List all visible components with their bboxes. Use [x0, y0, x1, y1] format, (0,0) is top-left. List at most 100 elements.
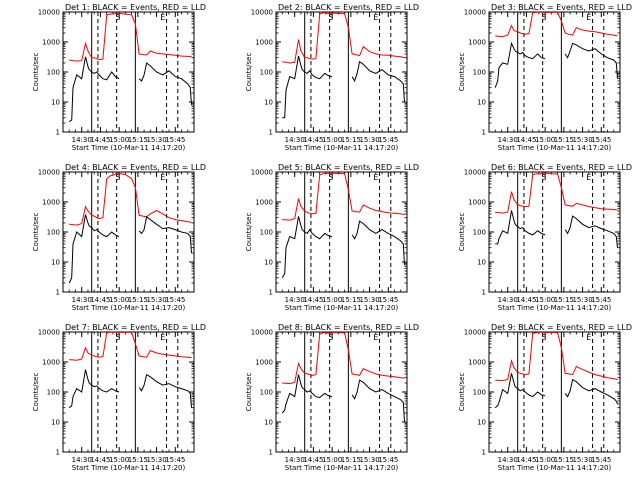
detector-panel-3: Det 3: BLACK = Events, RED = LLD 1 10 100 10… [458, 3, 632, 152]
interval-label: E [586, 13, 591, 22]
y-tick-label: 100 [260, 229, 273, 237]
detector-panel-5: Det 5: BLACK = Events, RED = LLD 1 10 100 10… [245, 163, 419, 312]
detector-panel-8: Det 8: BLACK = Events, RED = LLD 1 10 100 10… [245, 323, 419, 472]
y-tick-label: 10 [51, 259, 60, 267]
y-tick-label: 1 [269, 449, 273, 457]
x-axis-label: Start Time (10-Mar-11 14:17:20) [285, 464, 399, 472]
y-tick-label: 100 [47, 229, 60, 237]
lld-series-line [495, 12, 618, 38]
x-tick-label: 15:45 [591, 296, 611, 304]
x-tick-label: 14:30 [285, 296, 305, 304]
y-tick-label: 1 [56, 449, 60, 457]
lld-series-line [69, 332, 192, 361]
y-tick-label: 10000 [38, 329, 60, 337]
y-axis-label: Counts/sec [458, 213, 466, 252]
y-tick-label: 10 [51, 99, 60, 107]
y-tick-label: 1 [56, 129, 60, 137]
y-tick-label: 1 [482, 449, 486, 457]
y-axis-label: Counts/sec [458, 373, 466, 412]
x-tick-label: 15:15 [341, 136, 361, 144]
interval-label: S [115, 13, 120, 22]
interval-label: E [586, 173, 591, 182]
y-tick-label: 10 [264, 259, 273, 267]
y-tick-label: 10 [477, 259, 486, 267]
plot-frame [62, 331, 195, 453]
x-tick-label: 15:00 [109, 456, 129, 464]
x-tick-label: 15:45 [165, 136, 185, 144]
interval-label: E [160, 13, 165, 22]
y-axis-label: Counts/sec [245, 213, 253, 252]
y-tick-label: 10000 [464, 329, 486, 337]
panel-title: Det 3: BLACK = Events, RED = LLD [491, 3, 632, 12]
interval-label: E [373, 13, 378, 22]
x-tick-label: 15:30 [146, 456, 166, 464]
y-tick-label: 10 [264, 419, 273, 427]
y-axis-label: Counts/sec [458, 53, 466, 92]
interval-label: S [115, 173, 120, 182]
y-axis-label: Counts/sec [32, 373, 40, 412]
y-tick-label: 10000 [251, 329, 273, 337]
x-tick-label: 15:00 [322, 136, 342, 144]
x-tick-label: 15:45 [378, 136, 398, 144]
events-series-line [68, 214, 192, 284]
x-axis-label: Start Time (10-Mar-11 14:17:20) [498, 144, 612, 152]
x-tick-label: 15:00 [535, 456, 555, 464]
x-axis-label: Start Time (10-Mar-11 14:17:20) [285, 304, 399, 312]
y-tick-label: 100 [473, 229, 486, 237]
x-tick-label: 14:30 [498, 456, 518, 464]
x-tick-label: 15:15 [341, 296, 361, 304]
x-tick-label: 14:45 [303, 136, 323, 144]
lld-series-line [495, 332, 618, 382]
detector-panel-6: Det 6: BLACK = Events, RED = LLD 1 10 100 10… [458, 163, 632, 312]
interval-label: S [115, 333, 120, 342]
y-tick-label: 1000 [255, 199, 273, 207]
x-tick-label: 14:45 [90, 296, 110, 304]
interval-label: S [328, 13, 333, 22]
y-tick-label: 1000 [255, 39, 273, 47]
y-tick-label: 10 [51, 419, 60, 427]
lld-series-line [282, 332, 405, 385]
x-axis-label: Start Time (10-Mar-11 14:17:20) [72, 144, 186, 152]
interval-label: S [328, 173, 333, 182]
x-tick-label: 15:00 [109, 296, 129, 304]
x-tick-label: 14:45 [303, 296, 323, 304]
y-tick-label: 1000 [468, 199, 486, 207]
interval-label: S [541, 173, 546, 182]
x-tick-label: 15:30 [146, 136, 166, 144]
interval-label: S [541, 333, 546, 342]
events-series-line [68, 369, 192, 409]
x-tick-label: 15:45 [378, 456, 398, 464]
y-tick-label: 100 [473, 69, 486, 77]
interval-label: E [160, 333, 165, 342]
x-tick-label: 15:45 [378, 296, 398, 304]
panel-title: Det 2: BLACK = Events, RED = LLD [278, 3, 419, 12]
y-tick-label: 1000 [42, 199, 60, 207]
x-tick-label: 15:45 [591, 136, 611, 144]
x-tick-label: 15:30 [146, 296, 166, 304]
x-axis-label: Start Time (10-Mar-11 14:17:20) [72, 304, 186, 312]
x-tick-label: 15:00 [535, 136, 555, 144]
y-tick-label: 10 [477, 419, 486, 427]
panel-title: Det 1: BLACK = Events, RED = LLD [65, 3, 206, 12]
y-tick-label: 10000 [38, 169, 60, 177]
y-tick-label: 100 [260, 389, 273, 397]
x-tick-label: 14:45 [516, 136, 536, 144]
x-tick-label: 15:45 [165, 296, 185, 304]
x-tick-label: 14:30 [498, 296, 518, 304]
x-tick-label: 14:30 [72, 296, 92, 304]
y-tick-label: 100 [473, 389, 486, 397]
events-series-line [282, 55, 405, 119]
y-tick-label: 1 [482, 129, 486, 137]
y-axis-label: Counts/sec [245, 373, 253, 412]
x-tick-label: 15:15 [128, 456, 148, 464]
y-tick-label: 10000 [251, 9, 273, 17]
x-tick-label: 14:45 [90, 136, 110, 144]
x-axis-label: Start Time (10-Mar-11 14:17:20) [72, 464, 186, 472]
y-tick-label: 1000 [255, 359, 273, 367]
x-tick-label: 15:30 [572, 456, 592, 464]
events-series-line [281, 374, 405, 423]
x-tick-label: 14:45 [516, 296, 536, 304]
lld-series-line [282, 12, 405, 64]
detector-panel-2: Det 2: BLACK = Events, RED = LLD 1 10 100 10… [245, 3, 419, 152]
